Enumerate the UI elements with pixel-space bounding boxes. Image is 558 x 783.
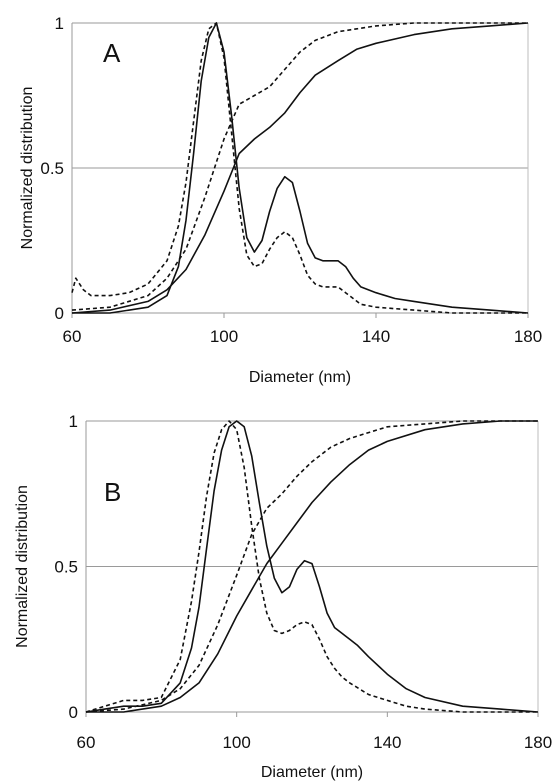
- chart-panel-a: 60 100 140 180 0 0.5 1 Diameter (nm) Normalized …: [19, 14, 542, 386]
- series-line-density-dashed: [71, 22, 528, 314]
- panel-label: B: [104, 477, 121, 507]
- y-tick-label: 1: [69, 412, 78, 431]
- y-tick-label: 0.5: [54, 558, 78, 577]
- x-axis-title: Diameter (nm): [261, 764, 363, 781]
- y-tick-label: 0.5: [40, 159, 64, 178]
- x-tick-label: 60: [77, 733, 96, 752]
- series-line-cumulative-solid: [86, 420, 538, 713]
- x-tick-label: 140: [362, 327, 390, 346]
- x-tick-label: 100: [222, 733, 250, 752]
- x-tick-label: 180: [524, 733, 552, 752]
- chart-panel-b: 60 100 140 180 0 0.5 1 Diameter (nm) Normalized …: [14, 412, 552, 781]
- x-tick-label: 100: [210, 327, 238, 346]
- x-axis-title: Diameter (nm): [249, 369, 351, 386]
- y-axis-title: Normalized distribution: [19, 87, 36, 250]
- y-tick-label: 0: [55, 304, 64, 323]
- panel-label: A: [103, 38, 121, 68]
- series-line-density-solid: [85, 420, 539, 713]
- x-tick-label: 60: [63, 327, 82, 346]
- series-line-density-solid: [72, 22, 529, 314]
- x-tick-label: 140: [373, 733, 401, 752]
- series-line-cumulative-dashed: [71, 22, 528, 311]
- y-tick-label: 0: [69, 703, 78, 722]
- x-tick-label: 180: [514, 327, 542, 346]
- y-tick-label: 1: [55, 14, 64, 33]
- series-line-cumulative-dashed: [85, 420, 538, 713]
- y-axis-title: Normalized distribution: [14, 485, 31, 648]
- series-line-cumulative-solid: [71, 22, 529, 314]
- series-line-density-dashed: [85, 420, 538, 713]
